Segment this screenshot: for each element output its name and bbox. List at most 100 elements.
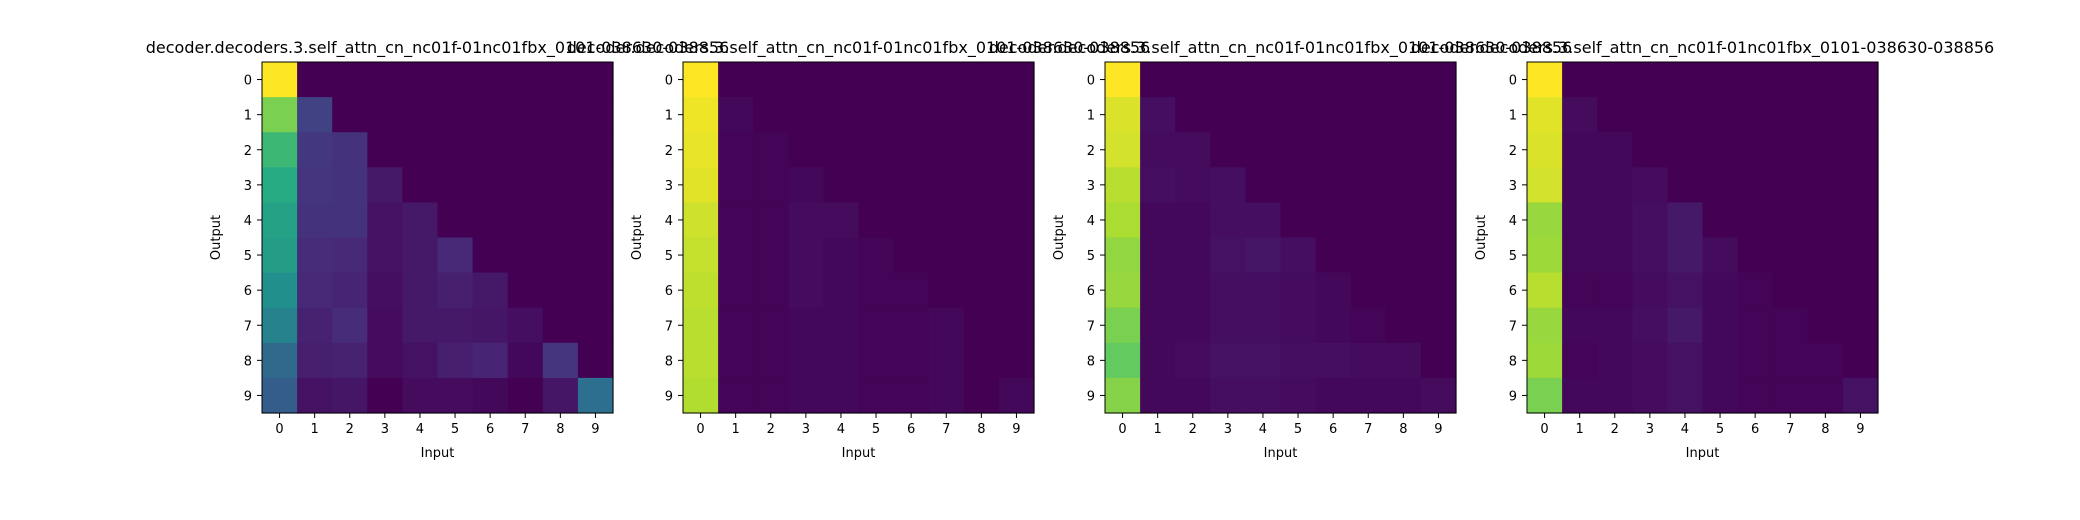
heatmap-cell bbox=[1562, 97, 1598, 133]
heatmap-cell bbox=[893, 377, 930, 414]
heatmap-cell bbox=[1245, 342, 1282, 379]
heatmap-cell bbox=[577, 132, 614, 168]
x-tick-label: 1 bbox=[1154, 422, 1162, 437]
heatmap-cell bbox=[788, 62, 824, 98]
heatmap-cell bbox=[718, 307, 754, 344]
heatmap-cell bbox=[297, 97, 333, 133]
x-tick-label: 1 bbox=[732, 422, 740, 437]
y-tick-label: 3 bbox=[244, 179, 252, 194]
heatmap-cell bbox=[858, 237, 895, 274]
heatmap-cell bbox=[367, 97, 403, 133]
heatmap-cell bbox=[893, 97, 930, 133]
x-tick-label: 3 bbox=[1224, 422, 1232, 437]
heatmap-cell bbox=[1632, 272, 1668, 309]
heatmap-cell bbox=[1562, 272, 1598, 309]
heatmap-cell bbox=[858, 202, 895, 239]
heatmap-cell bbox=[472, 132, 509, 168]
heatmap-cell bbox=[998, 97, 1035, 133]
heatmap-cell bbox=[963, 237, 1000, 274]
heatmap-cell bbox=[718, 97, 754, 133]
y-tick-label: 3 bbox=[665, 179, 673, 194]
x-tick-label: 0 bbox=[1540, 422, 1548, 437]
heatmap-cell bbox=[1175, 167, 1211, 203]
heatmap-cell bbox=[858, 62, 895, 98]
heatmap-cell bbox=[1807, 97, 1844, 133]
heatmap-cell bbox=[1105, 202, 1141, 239]
heatmap-cell bbox=[1667, 377, 1704, 414]
heatmap-cell bbox=[1385, 272, 1422, 309]
heatmap-cell bbox=[577, 237, 614, 274]
y-tick-label: 7 bbox=[1509, 319, 1517, 334]
heatmap-cell bbox=[1140, 237, 1176, 274]
heatmap-cell bbox=[1140, 97, 1176, 133]
heatmap-cell bbox=[1210, 62, 1246, 98]
heatmap-cell bbox=[998, 62, 1035, 98]
heatmap-cell bbox=[998, 377, 1035, 414]
heatmap-cell bbox=[1702, 167, 1739, 203]
heatmap-cell bbox=[963, 377, 1000, 414]
heatmap-cell bbox=[1702, 342, 1739, 379]
heatmap-cell bbox=[1737, 132, 1774, 168]
y-tick-label: 3 bbox=[1509, 179, 1517, 194]
heatmap-cell bbox=[1632, 342, 1668, 379]
heatmap-cell bbox=[577, 167, 614, 203]
heatmap-cell bbox=[1175, 97, 1211, 133]
heatmap-cell bbox=[1420, 272, 1457, 309]
heatmap-cell bbox=[542, 62, 579, 98]
y-tick-label: 7 bbox=[665, 319, 673, 334]
heatmap-cell bbox=[1807, 307, 1844, 344]
heatmap-cell bbox=[893, 167, 930, 203]
y-tick-label: 7 bbox=[244, 319, 252, 334]
heatmap-cell bbox=[1527, 167, 1563, 203]
chart-title: decoder.decoders.3.self_attn_cn_nc01f-01… bbox=[567, 38, 1150, 58]
heatmap-cell bbox=[1807, 167, 1844, 203]
heatmap-cell bbox=[332, 237, 368, 274]
heatmap-cell bbox=[367, 202, 403, 239]
y-tick-label: 5 bbox=[665, 249, 673, 264]
x-tick-label: 1 bbox=[311, 422, 319, 437]
heatmap-cell bbox=[297, 167, 333, 203]
heatmap-cell bbox=[1385, 132, 1422, 168]
plot-frame bbox=[682, 61, 1035, 414]
chart-title: decoder.decoders.3.self_attn_cn_nc01f-01… bbox=[1411, 38, 1994, 58]
heatmap-cell bbox=[1562, 62, 1598, 98]
heatmap-cell bbox=[262, 62, 298, 98]
heatmap-cell bbox=[1105, 237, 1141, 274]
heatmap-cell bbox=[683, 377, 719, 414]
y-tick-label: 4 bbox=[1509, 214, 1517, 229]
heatmap-cell bbox=[542, 97, 579, 133]
y-tick-label: 9 bbox=[665, 389, 673, 404]
heatmap-cell bbox=[1140, 132, 1176, 168]
heatmap-cell bbox=[1315, 307, 1352, 344]
x-tick-label: 9 bbox=[1012, 422, 1020, 437]
heatmap-cell bbox=[542, 132, 579, 168]
heatmap-cell bbox=[297, 62, 333, 98]
heatmap-cell bbox=[1245, 97, 1282, 133]
heatmap-cell bbox=[928, 272, 965, 309]
heatmap-cell bbox=[1702, 377, 1739, 414]
y-tick-label: 0 bbox=[244, 74, 252, 89]
heatmap-cell bbox=[718, 167, 754, 203]
heatmap-cell bbox=[262, 237, 298, 274]
heatmap-cell bbox=[858, 132, 895, 168]
heatmap-cell bbox=[683, 307, 719, 344]
heatmap-cell bbox=[577, 377, 614, 414]
x-tick-label: 2 bbox=[1611, 422, 1619, 437]
heatmap-cell bbox=[262, 307, 298, 344]
heatmap-cell bbox=[963, 132, 1000, 168]
heatmap-cell bbox=[1140, 272, 1176, 309]
heatmap-cell bbox=[1420, 202, 1457, 239]
heatmap-cell bbox=[1385, 202, 1422, 239]
chart-title: decoder.decoders.3.self_attn_cn_nc01f-01… bbox=[146, 38, 729, 58]
heatmap-cell bbox=[893, 342, 930, 379]
heatmap-cell bbox=[893, 202, 930, 239]
heatmap-cell bbox=[1245, 62, 1282, 98]
heatmap-cell bbox=[753, 342, 789, 379]
heatmap-cell bbox=[1245, 202, 1282, 239]
y-tick-label: 5 bbox=[1087, 249, 1095, 264]
heatmap-cell bbox=[998, 132, 1035, 168]
heatmap-cell bbox=[1280, 167, 1317, 203]
heatmap-cell bbox=[262, 202, 298, 239]
heatmap-cell bbox=[963, 62, 1000, 98]
heatmap-cell bbox=[718, 62, 754, 98]
